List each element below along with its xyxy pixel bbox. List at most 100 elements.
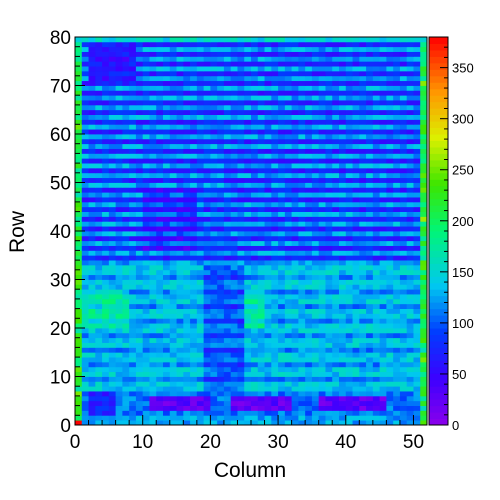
heatmap-cell — [311, 415, 320, 421]
heatmap-cell — [264, 332, 272, 339]
heatmap-cell — [102, 235, 110, 242]
heatmap-cell — [135, 260, 144, 266]
heatmap-cell — [359, 381, 367, 387]
heatmap-cell — [311, 148, 320, 154]
heatmap-cell — [413, 167, 421, 174]
heatmap-cell — [318, 284, 326, 290]
heatmap-cell — [257, 216, 265, 222]
heatmap-cell — [156, 381, 164, 387]
heatmap-cell — [149, 158, 157, 164]
heatmap-cell — [291, 264, 299, 271]
colorbar-segment — [429, 185, 448, 193]
heatmap-cell — [372, 361, 381, 368]
heatmap-cell — [339, 148, 347, 154]
heatmap-cell — [135, 37, 144, 43]
heatmap-cell — [176, 352, 184, 358]
heatmap-cell — [230, 158, 238, 164]
heatmap-cell — [332, 395, 340, 402]
heatmap-cell — [366, 337, 374, 343]
heatmap-cell — [406, 182, 414, 188]
heatmap-cell — [223, 371, 232, 377]
heatmap-cell — [339, 323, 347, 329]
heatmap-cell — [217, 61, 225, 67]
heatmap-cell — [311, 95, 320, 101]
heatmap-cell — [406, 129, 414, 135]
heatmap-cell — [210, 177, 218, 183]
heatmap-cell — [237, 269, 245, 276]
heatmap-cell — [102, 197, 110, 203]
heatmap-cell — [359, 61, 367, 67]
heatmap-cell — [339, 70, 347, 77]
heatmap-cell — [244, 100, 252, 106]
heatmap-cell — [190, 124, 198, 130]
heatmap-cell — [291, 134, 299, 140]
heatmap-cell — [210, 274, 218, 280]
heatmap-cell — [88, 41, 96, 48]
heatmap-cell — [237, 366, 245, 373]
heatmap-cell — [176, 109, 184, 115]
heatmap-cell — [196, 177, 205, 183]
heatmap-cell — [372, 337, 381, 343]
heatmap-cell — [298, 109, 306, 115]
heatmap-cell — [223, 240, 232, 246]
heatmap-cell — [149, 221, 157, 227]
heatmap-cell — [251, 357, 259, 363]
heatmap-cell — [251, 221, 259, 227]
heatmap-cell — [183, 274, 191, 280]
heatmap-cell — [406, 342, 414, 348]
heatmap-cell — [332, 80, 340, 86]
heatmap-cell — [393, 167, 401, 174]
heatmap-cell — [223, 90, 232, 96]
heatmap-cell — [135, 104, 144, 111]
heatmap-cell — [278, 167, 286, 174]
heatmap-cell — [135, 226, 144, 232]
heatmap-cell — [318, 231, 326, 237]
heatmap-cell — [284, 221, 293, 227]
heatmap-cell — [352, 361, 360, 368]
heatmap-cell — [305, 395, 313, 402]
heatmap-cell — [115, 250, 123, 256]
heatmap-cell — [264, 221, 272, 227]
heatmap-cell — [352, 303, 360, 309]
heatmap-cell — [352, 66, 360, 72]
heatmap-cell — [264, 410, 272, 416]
heatmap-cell — [217, 231, 225, 237]
heatmap-cell — [88, 37, 96, 43]
heatmap-cell — [352, 371, 360, 377]
heatmap-cell — [379, 405, 387, 411]
heatmap-cell — [298, 95, 306, 101]
heatmap-cell — [183, 366, 191, 373]
heatmap-cell — [264, 95, 272, 101]
heatmap-cell — [115, 279, 123, 285]
heatmap-cell — [142, 405, 150, 411]
heatmap-cell — [230, 56, 238, 62]
heatmap-cell — [251, 235, 259, 242]
heatmap-cell — [217, 177, 225, 183]
heatmap-cell — [81, 337, 89, 343]
heatmap-cell — [379, 381, 387, 387]
heatmap-cell — [339, 289, 347, 295]
heatmap-cell — [115, 294, 123, 300]
heatmap-cell — [339, 158, 347, 164]
heatmap-cell — [230, 124, 238, 130]
heatmap-cell — [271, 167, 279, 174]
heatmap-cell — [284, 386, 293, 392]
heatmap-cell — [210, 357, 218, 363]
heatmap-cell — [129, 294, 137, 300]
heatmap-cell — [163, 294, 171, 300]
heatmap-cell — [108, 37, 117, 43]
heatmap-cell — [196, 357, 205, 363]
heatmap-cell — [291, 66, 299, 72]
heatmap-cell — [163, 211, 171, 217]
heatmap-cell — [203, 114, 211, 120]
heatmap-cell — [386, 274, 394, 280]
heatmap-cell — [115, 124, 123, 130]
x-tick-label: 50 — [403, 432, 424, 453]
heatmap-cell — [305, 182, 313, 188]
heatmap-cell — [298, 250, 306, 256]
heatmap-cell — [244, 148, 252, 154]
heatmap-cell — [318, 177, 326, 183]
heatmap-cell — [318, 395, 326, 402]
heatmap-cell — [291, 323, 299, 329]
heatmap-cell — [88, 318, 96, 324]
